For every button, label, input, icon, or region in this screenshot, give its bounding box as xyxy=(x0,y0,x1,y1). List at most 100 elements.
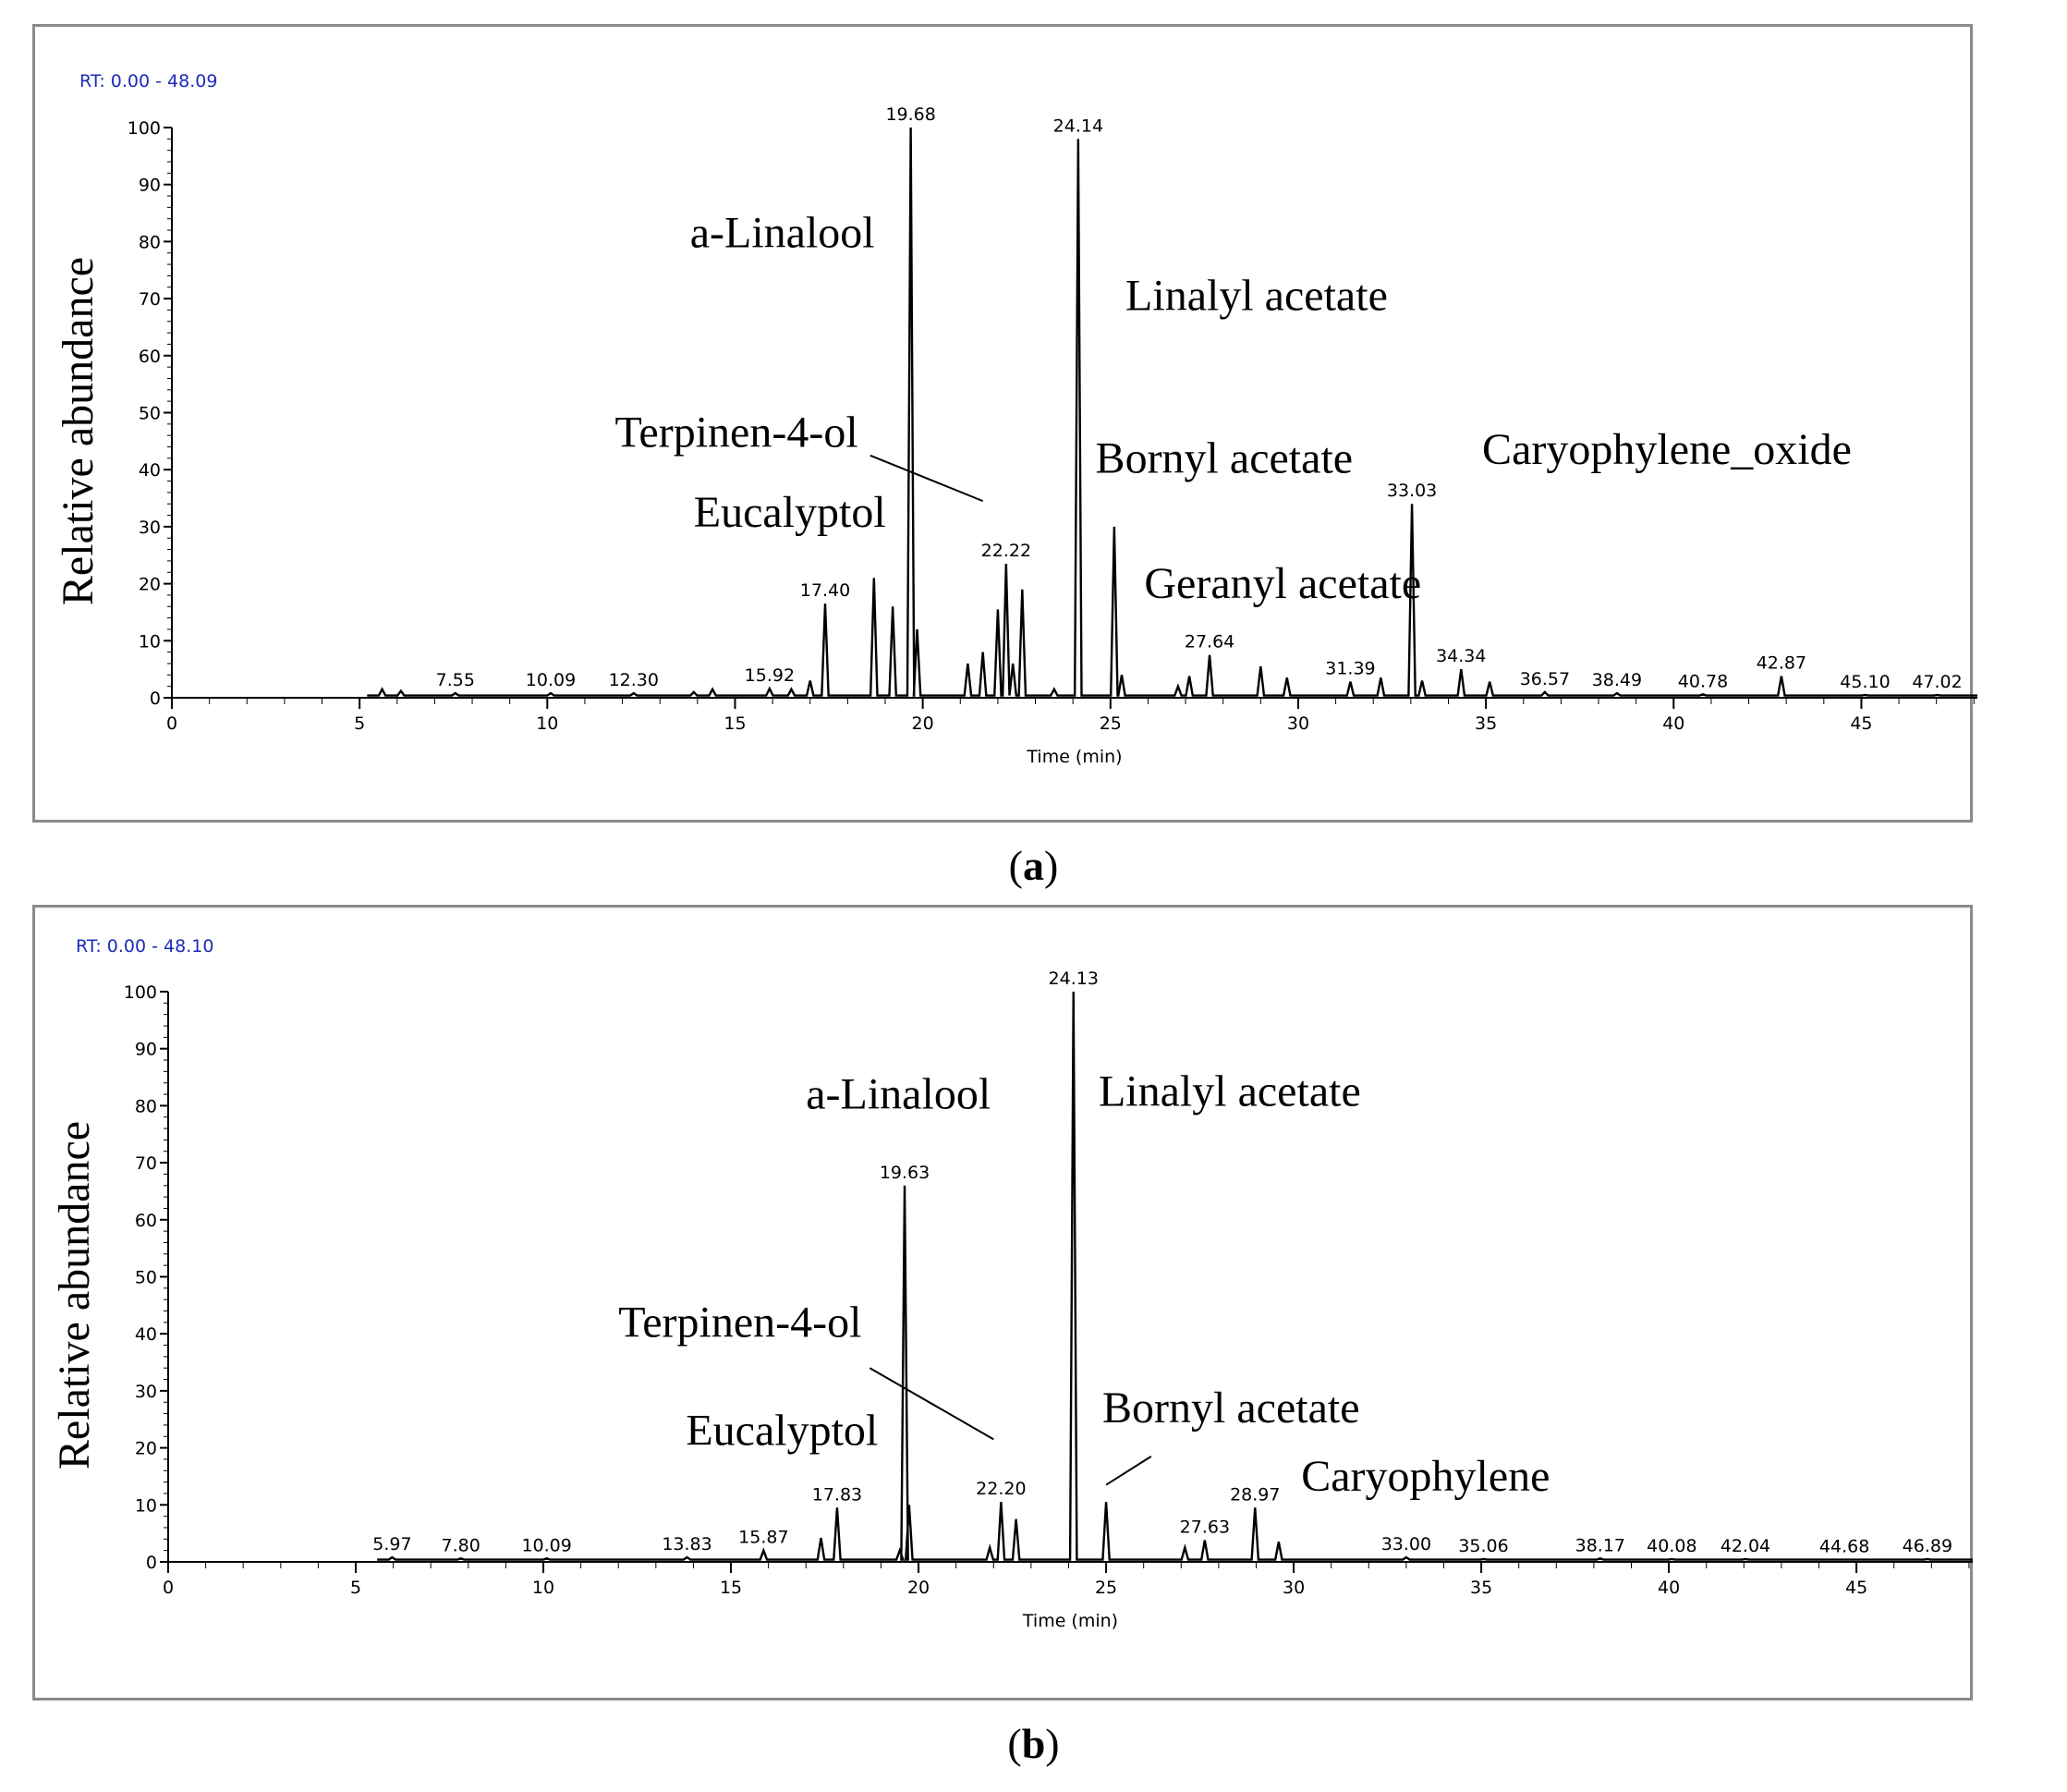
x-tick-label-a-15: 15 xyxy=(723,713,746,734)
peak-label-b: 38.17 xyxy=(1575,1535,1625,1555)
x-tick-label-a-30: 30 xyxy=(1287,713,1309,734)
peak-label-a: 24.14 xyxy=(1053,116,1103,136)
chart-panel-a-frame xyxy=(32,24,1973,823)
compound-annotation-b: a-Linalool xyxy=(806,1069,991,1118)
peak-label-b: 27.63 xyxy=(1180,1518,1230,1538)
y-tick-label-a-50: 50 xyxy=(139,404,161,424)
compound-annotation-a: Linalyl acetate xyxy=(1125,271,1388,320)
y-tick-label-b-50: 50 xyxy=(135,1268,157,1288)
peak-label-a: 45.10 xyxy=(1840,672,1890,692)
y-tick-label-b-0: 0 xyxy=(146,1553,157,1573)
peak-label-a: 36.57 xyxy=(1520,669,1570,689)
rt-range-label-a: RT: 0.00 - 48.09 xyxy=(79,71,217,91)
peak-label-b: 17.83 xyxy=(812,1484,862,1505)
peak-label-a: 42.87 xyxy=(1757,653,1806,674)
y-tick-label-b-70: 70 xyxy=(135,1153,157,1174)
peak-label-b: 44.68 xyxy=(1819,1537,1869,1557)
x-tick-label-a-5: 5 xyxy=(354,713,365,734)
peak-label-a: 38.49 xyxy=(1592,670,1642,690)
peak-label-a: 47.02 xyxy=(1912,672,1962,692)
x-tick-label-a-25: 25 xyxy=(1100,713,1122,734)
chromatogram-trace-b xyxy=(377,991,1973,1561)
y-axis-title-a: Relative abundance xyxy=(54,257,103,605)
chart-panel-b-frame xyxy=(32,905,1973,1701)
compound-annotation-b: Linalyl acetate xyxy=(1099,1067,1361,1115)
peak-label-a: 40.78 xyxy=(1678,671,1728,691)
y-tick-label-a-90: 90 xyxy=(139,176,161,196)
y-tick-label-a-10: 10 xyxy=(139,631,161,652)
compound-annotation-a: Eucalyptol xyxy=(694,488,886,537)
peak-label-a: 10.09 xyxy=(526,670,576,690)
peak-label-a: 12.30 xyxy=(609,670,659,690)
y-tick-label-a-80: 80 xyxy=(139,232,161,252)
peak-label-b: 19.63 xyxy=(880,1163,930,1183)
y-tick-label-b-60: 60 xyxy=(135,1211,157,1231)
x-tick-label-b-10: 10 xyxy=(532,1578,554,1598)
y-tick-label-a-60: 60 xyxy=(139,347,161,367)
compound-annotation-b: Terpinen-4-ol xyxy=(618,1298,861,1347)
x-tick-label-a-10: 10 xyxy=(536,713,558,734)
caption-a-close: ) xyxy=(1044,842,1059,889)
peak-label-b: 7.80 xyxy=(442,1535,480,1555)
peak-label-b: 46.89 xyxy=(1903,1536,1952,1556)
peak-label-b: 35.06 xyxy=(1458,1536,1508,1556)
chart-panel-a: RT: 0.00 - 48.09 0 10 20 30 40 50 60 70 80 90 100 0 5… xyxy=(54,71,1977,767)
rt-range-label-b: RT: 0.00 - 48.10 xyxy=(76,936,213,957)
chromatogram-trace-a xyxy=(367,127,1977,697)
peak-label-a: 19.68 xyxy=(885,104,935,125)
caption-b-letter: b xyxy=(1021,1720,1046,1767)
compound-annotation-b: Caryophylene xyxy=(1301,1452,1550,1501)
compound-annotation-a: Caryophylene_oxide xyxy=(1482,425,1852,474)
x-tick-label-a-0: 0 xyxy=(166,713,177,734)
peak-label-b: 42.04 xyxy=(1720,1536,1770,1556)
x-tick-label-b-45: 45 xyxy=(1845,1578,1867,1598)
compound-annotation-a: a-Linalool xyxy=(690,209,875,258)
y-tick-label-a-20: 20 xyxy=(139,575,161,595)
peak-label-b: 28.97 xyxy=(1230,1484,1280,1505)
peak-label-b: 22.20 xyxy=(976,1479,1026,1499)
compound-annotation-b: Eucalyptol xyxy=(686,1407,878,1456)
caption-a-letter: a xyxy=(1023,842,1044,889)
y-tick-label-a-0: 0 xyxy=(150,689,161,709)
peak-label-b: 24.13 xyxy=(1049,969,1099,989)
y-tick-label-a-30: 30 xyxy=(139,518,161,538)
peak-label-b: 5.97 xyxy=(372,1534,411,1554)
compound-annotation-b: Bornyl acetate xyxy=(1102,1384,1360,1432)
x-tick-label-a-40: 40 xyxy=(1662,713,1684,734)
x-tick-label-b-35: 35 xyxy=(1470,1578,1492,1598)
y-tick-label-b-10: 10 xyxy=(135,1495,157,1516)
y-tick-label-b-100: 100 xyxy=(124,982,157,1003)
x-axis-title-a: Time (min) xyxy=(1026,747,1122,767)
caption-b: (b) xyxy=(0,1719,2067,1768)
y-tick-label-b-80: 80 xyxy=(135,1096,157,1116)
y-tick-label-b-40: 40 xyxy=(135,1324,157,1345)
x-tick-label-b-40: 40 xyxy=(1658,1578,1680,1598)
y-axis-title-b: Relative abundance xyxy=(50,1121,99,1469)
peak-label-b: 10.09 xyxy=(521,1535,571,1555)
x-tick-label-b-0: 0 xyxy=(163,1578,174,1598)
peak-label-b: 15.87 xyxy=(738,1528,788,1548)
x-tick-label-b-5: 5 xyxy=(350,1578,361,1598)
x-tick-label-a-35: 35 xyxy=(1475,713,1497,734)
peak-label-a: 15.92 xyxy=(745,665,795,686)
x-tick-label-b-15: 15 xyxy=(720,1578,742,1598)
y-tick-label-a-40: 40 xyxy=(139,460,161,481)
caption-a: (a) xyxy=(0,841,2067,890)
caption-a-open: ( xyxy=(1008,842,1023,889)
peak-label-a: 27.64 xyxy=(1185,632,1234,652)
peak-label-a: 22.22 xyxy=(981,541,1031,561)
y-tick-label-b-90: 90 xyxy=(135,1040,157,1060)
y-tick-label-b-30: 30 xyxy=(135,1382,157,1402)
annotation-leader-line-a-1 xyxy=(869,454,984,503)
peak-label-a: 33.03 xyxy=(1387,481,1437,501)
y-tick-label-a-70: 70 xyxy=(139,289,161,310)
y-tick-label-a-100: 100 xyxy=(128,118,161,139)
peak-label-b: 13.83 xyxy=(662,1534,711,1554)
x-tick-label-b-30: 30 xyxy=(1283,1578,1305,1598)
x-tick-label-b-25: 25 xyxy=(1095,1578,1117,1598)
compound-annotation-a: Bornyl acetate xyxy=(1096,433,1354,482)
caption-b-close: ) xyxy=(1045,1720,1060,1767)
peak-label-a: 31.39 xyxy=(1325,659,1375,679)
caption-b-open: ( xyxy=(1007,1720,1022,1767)
